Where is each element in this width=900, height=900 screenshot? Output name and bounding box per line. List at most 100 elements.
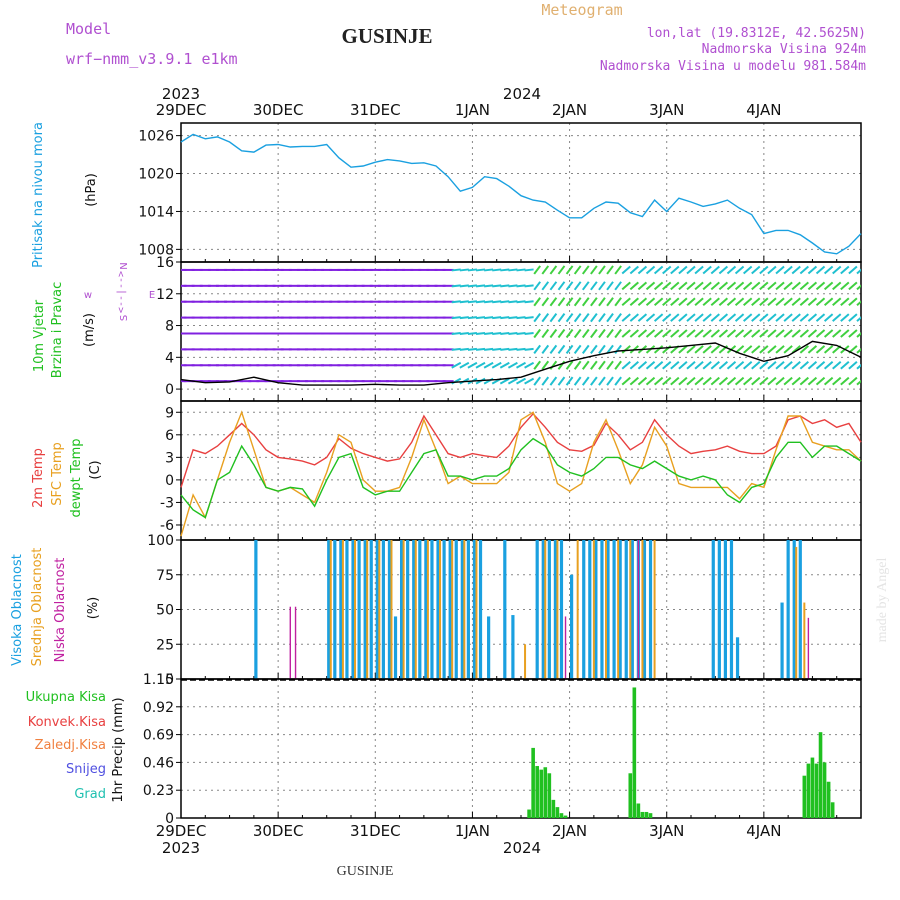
cloud-bar-visoka — [729, 540, 734, 679]
wind-barb — [710, 281, 720, 291]
wind-barb — [590, 376, 598, 386]
wind-barb — [516, 300, 526, 304]
wind-barb — [710, 297, 720, 306]
wind-barb — [718, 376, 729, 386]
panel-wind: 0 4 8 12 16 — [156, 255, 862, 402]
wind-barb — [702, 329, 712, 338]
wind-barb — [686, 329, 696, 338]
wind-barb — [459, 331, 469, 335]
wind-barb — [467, 347, 478, 351]
wind-barb — [516, 284, 526, 288]
cloud-bar-visoka — [448, 540, 452, 679]
y-tick-label: 0 — [165, 672, 174, 688]
wind-barb — [459, 316, 469, 320]
wind-barb — [743, 281, 753, 291]
precip-legend-snijeg: Snijeg — [66, 762, 106, 777]
cloud-bar-srednja — [390, 540, 393, 679]
wind-barb — [734, 265, 745, 275]
temp-label-2m: 2m Temp — [31, 448, 46, 508]
wind-barb — [629, 361, 639, 370]
precip-bar — [810, 757, 815, 818]
precip-bar — [636, 803, 641, 818]
wind-barb — [791, 297, 801, 306]
y-tick-label: 1014 — [138, 204, 174, 220]
cloud-bar-visoka — [511, 615, 515, 679]
wind-barb — [840, 297, 850, 306]
wind-barb — [815, 329, 826, 338]
wind-barb — [815, 345, 826, 354]
wind-barb — [621, 361, 631, 370]
cloud-bar-visoka — [369, 540, 373, 679]
wind-barb — [799, 313, 809, 322]
wind-barb — [767, 281, 777, 291]
day-labels-bottom: 29DEC 30DEC 31DEC 1JAN 2JAN 3JAN 4JAN — [156, 822, 782, 840]
wind-barb — [606, 328, 614, 339]
wind-barb — [492, 300, 502, 304]
wind-barb — [775, 281, 785, 291]
wind-barb — [467, 316, 478, 320]
wind-barb — [832, 265, 842, 275]
cloud-bar-srednja — [653, 540, 656, 679]
wind-barb — [598, 328, 606, 339]
y-tick-label: 3 — [165, 450, 174, 466]
wind-barb — [541, 376, 550, 386]
wind-barb — [499, 377, 510, 385]
wind-barb — [815, 376, 826, 386]
wind-barb — [759, 297, 769, 306]
compass-text: <--|--> — [116, 271, 127, 313]
wind-barb — [823, 297, 834, 306]
wind-barb — [799, 265, 809, 275]
wind-barb — [734, 281, 745, 291]
wind-barb — [807, 345, 818, 354]
wind-barb — [791, 281, 801, 291]
wind-barb — [686, 313, 696, 322]
wind-barb — [508, 347, 518, 351]
wind-barb — [783, 329, 793, 338]
wind-barb — [621, 265, 631, 275]
cloud-bar-visoka — [351, 540, 355, 679]
wind-barb — [815, 361, 826, 370]
wind-barb — [533, 265, 541, 275]
wind-barb — [710, 345, 720, 354]
cloud-bar-visoka — [442, 540, 446, 679]
cloud-bar-srednja — [329, 540, 332, 679]
wind-barb — [459, 361, 470, 369]
cloud-bar-visoka — [345, 540, 349, 679]
wind-barb — [590, 281, 598, 291]
coords-text: lon,lat (19.8312E, 42.5625N) — [647, 26, 866, 41]
y-tick-label: -3 — [160, 495, 174, 511]
wind-barb — [598, 265, 606, 275]
wind-barb — [783, 313, 793, 322]
wind-barb — [483, 361, 494, 369]
wind-barb — [759, 376, 769, 386]
wind-barb — [686, 281, 696, 291]
wind-barb — [573, 360, 582, 370]
wind-barb — [840, 313, 850, 322]
y-tick-label: 12 — [156, 287, 174, 303]
wind-barb — [606, 360, 614, 370]
wind-barb — [516, 331, 526, 335]
wind-barb — [702, 265, 712, 275]
wind-barb — [848, 329, 858, 338]
wind-barb — [799, 376, 809, 386]
wind-barb — [459, 300, 469, 304]
cloud-bar-niska — [289, 606, 291, 679]
wind-barb — [694, 297, 704, 306]
wind-barb — [451, 361, 462, 369]
precip-bar — [543, 767, 548, 818]
wind-barb — [799, 297, 809, 306]
wind-barb — [751, 345, 761, 354]
wind-barb — [840, 361, 850, 370]
wind-barb — [541, 313, 550, 323]
wind-barb — [621, 281, 631, 291]
wind-barb — [581, 376, 590, 386]
wind-barb — [694, 376, 704, 386]
day-labels-top: 29DEC 30DEC 31DEC 1JAN 2JAN 3JAN 4JAN — [156, 101, 782, 119]
y-tick-label: 0.23 — [143, 783, 174, 799]
cloud-bar-srednja — [426, 540, 429, 679]
cloud-label-visoka: Visoka Oblacnost — [10, 554, 25, 666]
day-label-bottom: 31DEC — [350, 822, 401, 840]
panel-frame — [180, 678, 862, 819]
wind-barb — [500, 316, 510, 320]
wind-barb — [848, 281, 858, 291]
